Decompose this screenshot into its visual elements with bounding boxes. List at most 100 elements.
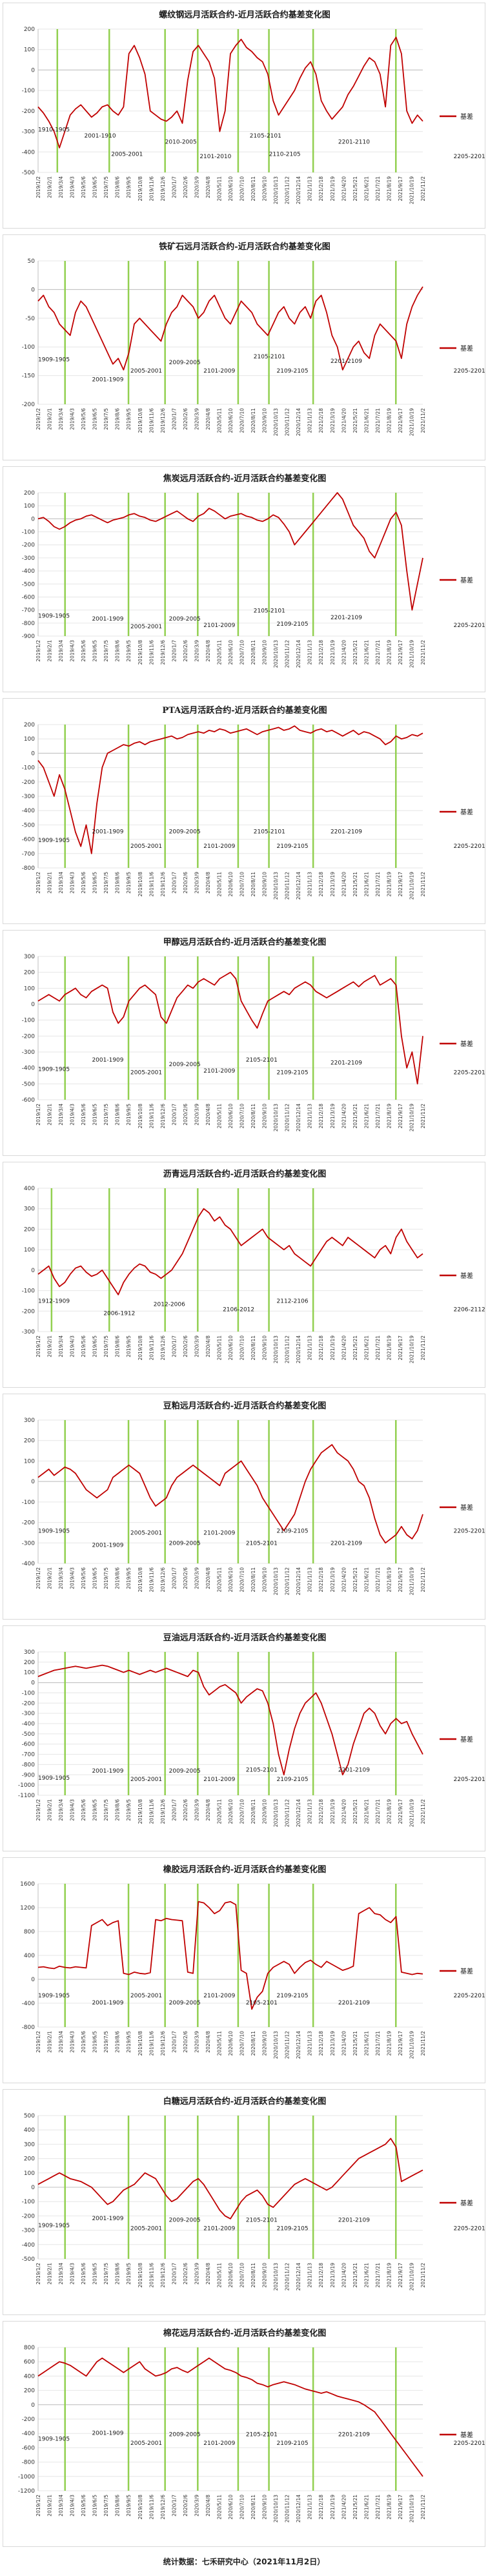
x-tick-label: 2019/10/8 (137, 872, 143, 897)
x-tick-label: 2020/11/12 (285, 2031, 290, 2059)
contract-pair-label: 2001-1909 (92, 829, 123, 836)
x-tick-label: 2020/3/9 (194, 2495, 199, 2517)
contract-pair-label: 2005-2001 (130, 1070, 162, 1077)
x-tick-label: 2019/3/4 (58, 1335, 64, 1357)
y-tick-label: -400 (22, 568, 36, 575)
contract-pair-label: 2201-2109 (330, 1060, 362, 1067)
x-tick-label: 2021/4/20 (341, 176, 347, 201)
x-tick-label: 2021/8/19 (386, 1567, 392, 1592)
x-tick-label: 2020/4/8 (205, 1104, 211, 1126)
chart-title: 沥青远月活跃合约-近月活跃合约基差变化图 (163, 1169, 326, 1179)
chart-title: 橡胶远月活跃合约-近月活跃合约基差变化图 (163, 1864, 326, 1875)
x-tick-label: 2020/2/6 (183, 1104, 188, 1126)
x-tick-label: 2019/10/8 (137, 1104, 143, 1129)
x-tick-label: 2019/8/6 (115, 1335, 121, 1357)
contract-pair-label: 2010-2005 (165, 139, 197, 146)
x-tick-label: 2021/4/20 (341, 1799, 347, 1824)
x-tick-label: 2021/5/21 (352, 176, 358, 201)
y-tick-label: -800 (22, 621, 36, 627)
x-tick-label: 2020/5/11 (216, 872, 222, 897)
x-tick-label: 2019/12/6 (160, 1335, 166, 1361)
x-tick-label: 2021/6/21 (363, 1567, 369, 1592)
x-tick-label: 2020/1/7 (171, 2263, 177, 2285)
x-tick-label: 2019/5/6 (81, 1335, 86, 1357)
x-tick-label: 2021/10/19 (409, 872, 414, 900)
y-tick-label: 0 (31, 67, 35, 74)
x-tick-label: 2021/9/17 (398, 2031, 403, 2056)
y-tick-label: -1000 (18, 1782, 35, 1789)
y-tick-label: -400 (22, 2431, 36, 2437)
basis-series-line (37, 2357, 423, 2477)
y-tick-label: 400 (24, 2127, 35, 2134)
x-tick-label: 2021/5/21 (352, 2263, 358, 2288)
x-tick-label: 2019/6/5 (92, 2495, 98, 2517)
x-tick-label: 2021/6/21 (363, 872, 369, 897)
contract-pair-label: 2206-2112 (454, 1306, 485, 1313)
x-tick-label: 2020/9/10 (262, 1567, 268, 1592)
x-tick-label: 2021/5/21 (352, 2031, 358, 2056)
y-tick-label: 300 (24, 1206, 35, 1213)
legend-label: 基差 (460, 344, 473, 353)
y-tick-label: 200 (24, 490, 35, 497)
contract-pair-label: 2201-2110 (338, 139, 370, 146)
x-tick-label: 2019/8/6 (115, 1567, 121, 1589)
contract-pair-label: 2109-2105 (277, 1993, 309, 1999)
contract-pair-label: 2009-2005 (169, 616, 201, 623)
x-tick-label: 2019/12/6 (160, 1104, 166, 1129)
basis-series-line (37, 971, 423, 1085)
x-tick-label: 2019/7/5 (103, 176, 109, 198)
x-tick-label: 2020/4/8 (205, 2031, 211, 2053)
y-tick-label: 400 (24, 2373, 35, 2380)
x-tick-label: 2021/10/19 (409, 640, 414, 668)
x-tick-label: 2021/3/19 (330, 408, 336, 433)
contract-pair-label: 2205-2201 (454, 1070, 485, 1077)
x-tick-label: 2019/1/2 (36, 2263, 41, 2285)
x-tick-label: 2019/9/5 (126, 2031, 132, 2053)
x-tick-label: 2019/10/8 (137, 176, 143, 201)
y-tick-label: -100 (22, 1690, 36, 1696)
x-tick-label: 2019/6/5 (92, 1104, 98, 1126)
x-tick-label: 2021/1/13 (307, 1335, 313, 1361)
y-tick-label: 300 (24, 1417, 35, 1424)
legend-label: 基差 (460, 808, 473, 816)
x-tick-label: 2021/4/20 (341, 1104, 347, 1129)
contract-pair-label: 2005-2001 (130, 368, 162, 375)
x-tick-label: 2021/7/21 (375, 176, 381, 201)
x-tick-label: 2020/12/14 (296, 640, 301, 668)
x-tick-label: 2020/1/7 (171, 1104, 177, 1126)
x-tick-label: 2020/7/10 (239, 1335, 245, 1361)
x-tick-label: 2021/5/21 (352, 872, 358, 897)
x-tick-label: 2021/4/20 (341, 872, 347, 897)
contract-pair-label: 2205-2201 (454, 623, 485, 629)
x-tick-label: 2019/7/5 (103, 1335, 109, 1357)
x-tick-label: 2020/5/11 (216, 2495, 222, 2520)
contract-pair-label: 2101-2009 (203, 1993, 235, 1999)
y-tick-label: -400 (22, 1066, 36, 1072)
x-tick-label: 2020/11/12 (285, 176, 290, 204)
contract-pair-label: 2105-2101 (254, 354, 285, 360)
x-tick-label: 2020/10/13 (273, 872, 279, 900)
x-tick-label: 2019/2/1 (47, 176, 53, 198)
contract-pair-label: 2005-2001 (111, 152, 143, 158)
x-tick-label: 2021/9/17 (398, 408, 403, 433)
x-tick-label: 2020/6/10 (228, 2031, 234, 2056)
contract-pair-label: 2105-2101 (246, 1057, 278, 1064)
contract-pair-label: 1909-1905 (38, 613, 70, 620)
contract-pair-label: 2201-2109 (338, 2432, 370, 2438)
x-tick-label: 2020/2/6 (183, 1335, 188, 1357)
basis-series-line (37, 2138, 423, 2220)
x-tick-label: 2020/11/12 (285, 2263, 290, 2291)
x-tick-label: 2019/1/2 (36, 1335, 41, 1357)
x-tick-label: 2020/6/10 (228, 640, 234, 665)
x-tick-label: 2021/10/19 (409, 1104, 414, 1131)
x-tick-label: 2021/11/2 (420, 1104, 426, 1129)
x-tick-label: 2020/6/10 (228, 872, 234, 897)
x-tick-label: 2020/9/10 (262, 176, 268, 201)
x-tick-label: 2020/12/14 (296, 1567, 301, 1595)
chart-title: 焦炭远月活跃合约-近月活跃合约基差变化图 (163, 473, 326, 484)
x-tick-label: 2021/1/13 (307, 2031, 313, 2056)
x-tick-label: 2020/1/7 (171, 1335, 177, 1357)
contract-pair-label: 2012-2006 (154, 1301, 185, 1308)
chart-title: 白糖远月活跃合约-近月活跃合约基差变化图 (163, 2096, 326, 2107)
x-tick-label: 2019/7/5 (103, 2031, 109, 2053)
